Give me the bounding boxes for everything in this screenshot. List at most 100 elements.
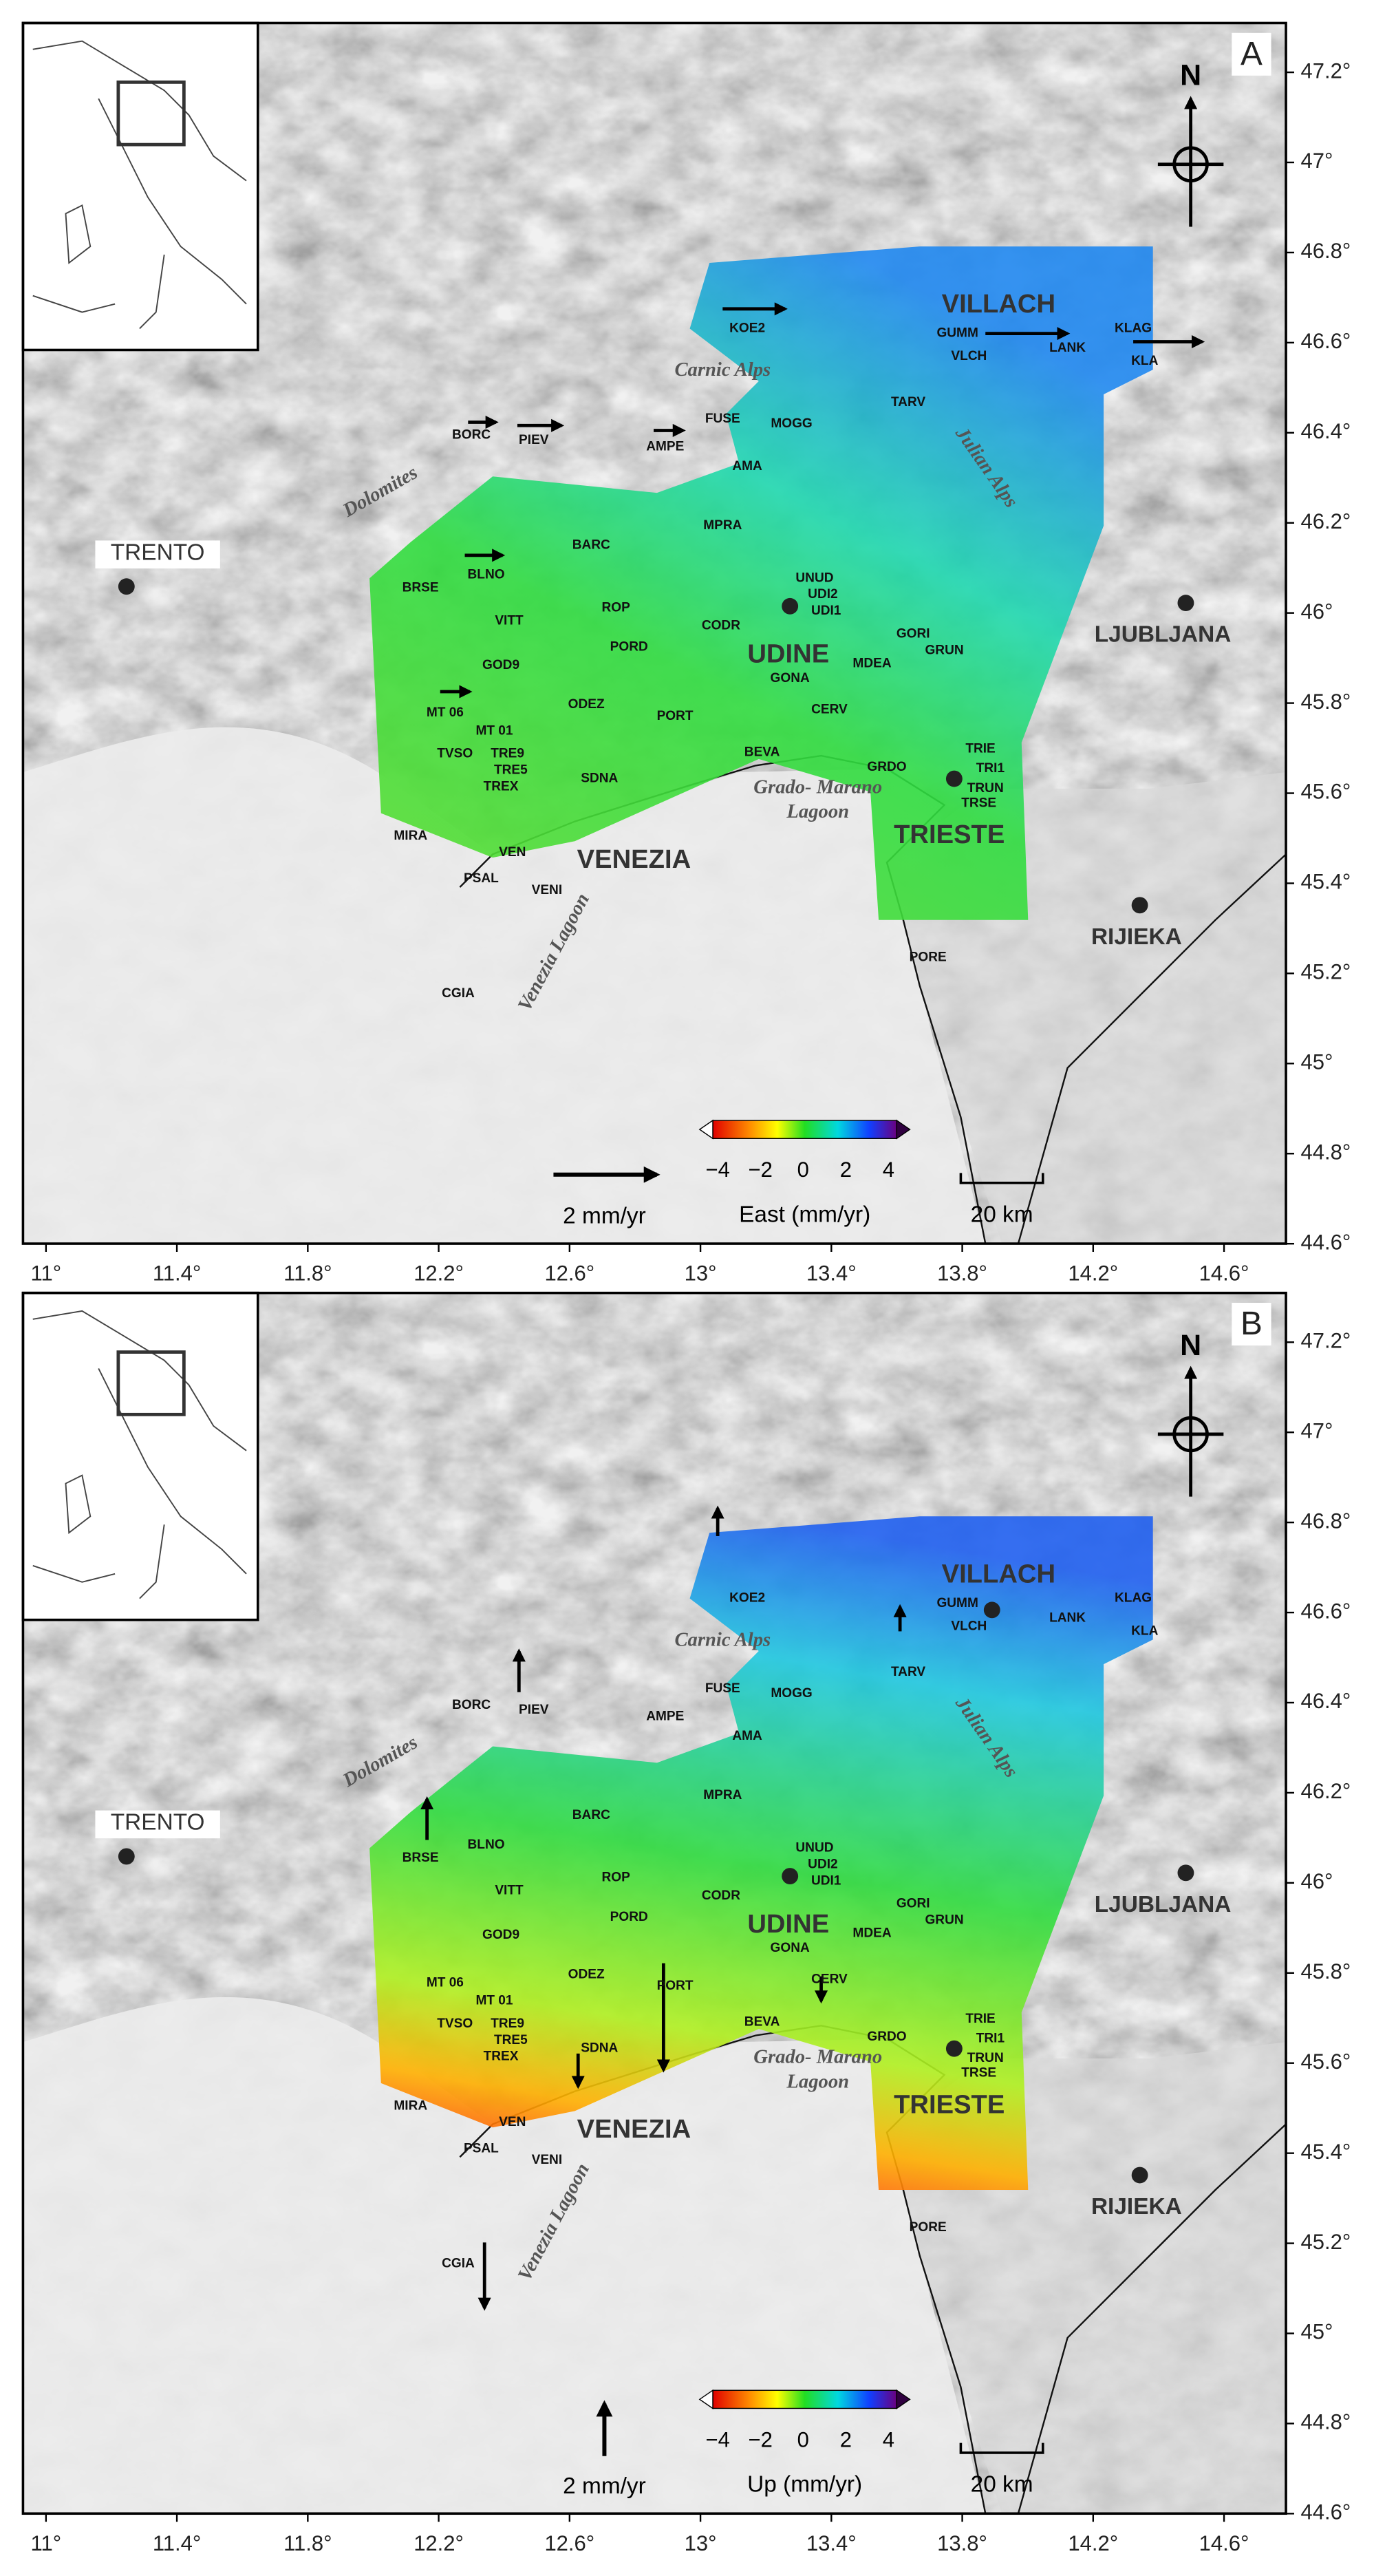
city-dot [782, 597, 799, 615]
station-label: VITT [495, 1884, 524, 1898]
station-label: CGIA [442, 986, 475, 1001]
city-label-box [95, 1810, 220, 1839]
colorbar [712, 1120, 898, 1139]
station-label: KLA [1131, 354, 1158, 368]
city-label: RIJIEKA [1091, 2194, 1182, 2220]
lat-tick-label: 46.8° [1301, 239, 1351, 263]
lowland-sea [23, 1997, 986, 2514]
feature-label: Carnic Alps [674, 1628, 771, 1650]
station-label: PORE [910, 2220, 947, 2235]
station-label: PORD [610, 1910, 648, 1924]
lat-tick-label: 47.2° [1301, 58, 1351, 83]
station-label: AMA [732, 459, 762, 473]
lowland-sea [23, 727, 986, 1244]
colorbar-tick-label: 2 [840, 2427, 852, 2451]
colorbar-tick-label: −2 [749, 2427, 773, 2451]
station-label: VLCH [951, 349, 987, 363]
city-dot [1177, 1864, 1194, 1882]
city-label: LJUBLJANA [1095, 622, 1232, 648]
inset-map [21, 21, 259, 352]
lat-tick-label: 46.8° [1301, 1509, 1351, 1533]
map-content [23, 1292, 1287, 2514]
feature-label: Grado- Marano [753, 2046, 882, 2068]
station-label: TRE9 [491, 747, 524, 761]
city-label: TRENTO [111, 540, 205, 565]
station-label: MT 06 [427, 705, 464, 720]
city-dot [118, 1848, 135, 1865]
lat-tick-label: 46.4° [1301, 1689, 1351, 1713]
station-label: PSAL [464, 871, 499, 886]
lon-tick-label: 11.4° [153, 2531, 201, 2555]
station-label: MDEA [852, 656, 891, 670]
city-label: RIJIEKA [1091, 924, 1182, 950]
colorbar-tick-label: 0 [797, 1158, 809, 1182]
city-label: TRENTO [111, 1810, 205, 1835]
lat-tick-label: 47° [1301, 149, 1333, 173]
lon-tick-label: 14.2° [1068, 1262, 1118, 1286]
lon-tick-label: 12.2° [414, 2531, 464, 2555]
colorbar-tick-label: 2 [840, 1158, 852, 1182]
lat-tick-label: 44.6° [1301, 2500, 1351, 2524]
inset-outline [32, 1310, 247, 1599]
colorbar-tick-label: 4 [883, 2427, 894, 2451]
station-label: KOE2 [729, 1591, 765, 1606]
frame [21, 21, 1287, 1245]
station-label: AMA [732, 1729, 762, 1743]
station-label: BLNO [468, 568, 505, 582]
station-label: TRE5 [494, 2033, 528, 2047]
lat-tick-label: 44.6° [1301, 1230, 1351, 1254]
station-label: UDI1 [811, 604, 841, 618]
station-label: TRSE [961, 796, 996, 810]
city-dot [945, 770, 963, 787]
station-label: MOGG [771, 1686, 812, 1701]
station-label: UNUD [795, 1841, 833, 1855]
inset-box [116, 1350, 186, 1416]
station-label: MOGG [771, 416, 812, 431]
region-label: TRIESTE [894, 820, 1005, 849]
colorbar-tick-label: 0 [797, 2427, 809, 2451]
lon-tick-label: 13.4° [806, 2531, 857, 2555]
station-label: TRI1 [976, 761, 1005, 776]
colorbar-tick-label: −2 [749, 1158, 773, 1182]
north-label: N [1180, 1329, 1201, 1362]
lon-tick-label: 11.8° [283, 2531, 332, 2555]
station-label: TVSO [437, 2016, 473, 2031]
station-label: GRUN [925, 643, 963, 657]
lat-tick-label: 45.8° [1301, 690, 1351, 714]
station-label: GOD9 [482, 658, 519, 672]
lon-tick-label: 11.8° [283, 1262, 332, 1286]
velocity-field [369, 246, 1153, 920]
station-label: ODEZ [568, 1967, 605, 1981]
lat-tick-label: 47.2° [1301, 1328, 1351, 1352]
lon-tick-label: 13° [685, 2531, 717, 2555]
station-label: KOE2 [729, 321, 765, 336]
station-label: PORT [657, 709, 694, 723]
station-label: MPRA [703, 518, 742, 533]
station-label: MIRA [394, 2098, 427, 2113]
station-label: AMPE [646, 1710, 684, 1724]
lon-tick-label: 12.6° [544, 1262, 594, 1286]
city-dot [1131, 897, 1148, 914]
lon-tick-label: 13.8° [937, 2531, 987, 2555]
colorbar-label: Up (mm/yr) [747, 2471, 862, 2497]
lat-tick-label: 45.6° [1301, 2050, 1351, 2074]
station-label: TRIE [965, 2012, 995, 2026]
lon-tick-label: 13.4° [806, 1262, 857, 1286]
station-label: PORD [610, 640, 648, 654]
velocity-field [369, 1516, 1153, 2190]
station-label: TARV [891, 1665, 925, 1679]
lon-tick-label: 12.6° [544, 2531, 594, 2555]
lon-tick-label: 13.8° [937, 1262, 987, 1286]
station-label: BEVA [744, 745, 780, 759]
lon-tick-label: 12.2° [414, 1262, 464, 1286]
colorbar-tick-label: 4 [883, 1158, 894, 1182]
station-label: VENI [532, 2153, 563, 2167]
lat-tick-label: 46.6° [1301, 1599, 1351, 1623]
scale-bar [959, 2442, 1044, 2454]
station-label: KLAG [1115, 1591, 1152, 1606]
lat-tick-label: 46.4° [1301, 419, 1351, 443]
station-label: BORC [452, 428, 491, 443]
station-label: TRUN [967, 781, 1004, 796]
station-label: TRE5 [494, 763, 528, 778]
